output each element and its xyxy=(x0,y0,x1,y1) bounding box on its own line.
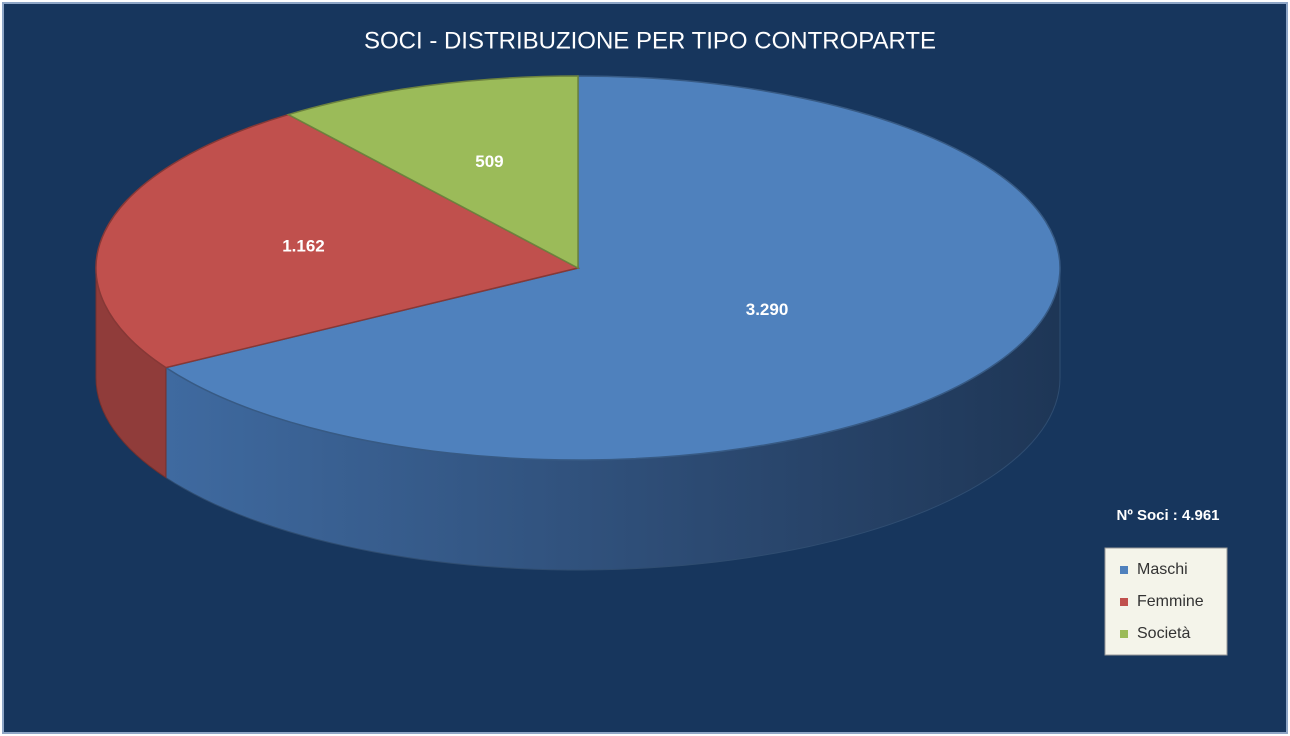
data-label: 1.162 xyxy=(282,236,325,255)
legend-swatch xyxy=(1120,598,1128,606)
legend-swatch xyxy=(1120,566,1128,574)
legend: Maschi Femmine Società xyxy=(1120,561,1204,642)
slice xyxy=(286,75,579,270)
legend-label: Femmine xyxy=(1137,593,1204,610)
chart-title: SOCI - DISTRIBUZIONE PER TIPO CONTROPART… xyxy=(364,27,936,54)
slice xyxy=(95,113,581,369)
pie: 3.290 1.162 509 xyxy=(95,75,1061,571)
annotation: Nº Soci : 4.961 xyxy=(1116,507,1219,524)
data-label: 3.290 xyxy=(746,300,789,319)
legend-label: Maschi xyxy=(1137,561,1188,578)
slice xyxy=(164,75,1061,461)
legend-label: Società xyxy=(1137,625,1190,642)
legend-swatch xyxy=(1120,630,1128,638)
data-label: 509 xyxy=(475,152,503,171)
